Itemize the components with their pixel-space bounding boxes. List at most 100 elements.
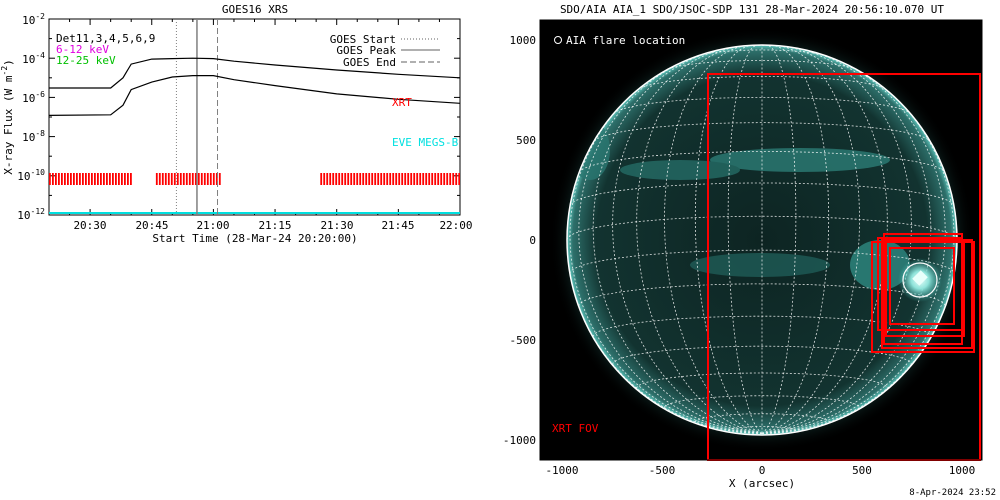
xrt-observation-tick	[347, 173, 350, 185]
xrt-observation-tick	[332, 173, 335, 185]
flare-kernel	[912, 270, 928, 286]
xrt-observation-tick	[386, 173, 389, 185]
aia-x-label: X (arcsec)	[729, 477, 795, 490]
xrt-observation-tick	[446, 173, 449, 185]
goes-y-tick: 10-6	[22, 90, 45, 105]
longitude-line	[761, 47, 912, 434]
xrt-observation-tick	[179, 173, 182, 185]
xrt-observation-tick	[161, 173, 164, 185]
aia-y-tick: -500	[510, 334, 537, 347]
latitude-line	[578, 151, 946, 173]
xrt-observation-tick	[124, 173, 126, 185]
aia-x-tick: -1000	[545, 464, 578, 477]
xrt-observation-tick	[115, 173, 117, 185]
xrt-observation-tick	[88, 173, 90, 185]
xrt-observation-tick	[422, 173, 425, 185]
xrt-observation-tick	[320, 173, 323, 185]
xrt-observation-tick	[218, 173, 221, 185]
xrt-observation-tick	[452, 173, 455, 185]
longitude-line	[761, 80, 955, 434]
goes-x-tick: 20:45	[135, 219, 168, 232]
xrt-observation-tick	[167, 173, 170, 185]
xrt-observation-tick	[155, 173, 158, 185]
xrt-observation-tick	[118, 173, 120, 185]
goes-long-channel-curve	[49, 57, 460, 89]
xrt-observation-tick	[188, 173, 191, 185]
latitude-line	[694, 413, 830, 422]
xrt-observation-tick	[85, 173, 87, 185]
goes-line-legend: GOES Start GOES Peak GOES End	[330, 33, 440, 69]
aia-x-tick: 0	[759, 464, 766, 477]
xrt-observation-tick	[91, 173, 93, 185]
xrt-observation-tick	[94, 173, 96, 185]
xrt-observation-tick	[437, 173, 440, 185]
xrt-observation-tick	[173, 173, 176, 185]
goes-x-axis: 20:30 20:45 21:00 21:15 21:30 21:45 22:0…	[73, 219, 472, 232]
xrt-observation-tick	[106, 173, 108, 185]
xrt-observation-tick	[359, 173, 362, 185]
xrt-observation-tick	[371, 173, 374, 185]
xrt-observation-tick	[200, 173, 203, 185]
xrt-observation-tick	[209, 173, 212, 185]
xrt-observation-tick	[103, 173, 105, 185]
xrt-observation-tick	[127, 173, 129, 185]
xrt-observation-tick	[392, 173, 395, 185]
legend-goes-end: GOES End	[343, 56, 396, 69]
legend-12-25-kev: 12-25 keV	[56, 54, 116, 67]
goes-plot-frame	[48, 18, 461, 216]
xrt-observation-tick	[404, 173, 407, 185]
xrt-observation-tick	[350, 173, 353, 185]
aia-x-tick: -500	[649, 464, 676, 477]
xrt-observation-tick	[374, 173, 377, 185]
xrt-observation-tick	[413, 173, 416, 185]
xrt-observation-tick	[79, 173, 81, 185]
xrt-observation-tick	[158, 173, 161, 185]
goes-x-label: Start Time (28-Mar-24 20:20:00)	[152, 232, 357, 245]
goes-y-tick: 10-12	[17, 207, 45, 222]
xrt-observation-tick	[323, 173, 326, 185]
xrt-fov-box	[889, 247, 955, 325]
goes-y-tick: 10-4	[22, 51, 45, 66]
xrt-observation-tick	[76, 173, 78, 185]
xrt-observation-tick	[191, 173, 194, 185]
xrt-observation-tick	[389, 173, 392, 185]
xrt-observation-tick	[428, 173, 431, 185]
xrt-observation-tick	[329, 173, 332, 185]
xrt-observation-tick	[326, 173, 329, 185]
aia-x-axis: -1000 -500 0 500 1000	[545, 464, 975, 477]
goes-instrument-legend: Det11,3,4,5,6,9 6-12 keV 12-25 keV	[56, 32, 155, 67]
xrt-observation-tick	[419, 173, 422, 185]
aia-y-tick: 1000	[510, 34, 537, 47]
footer-timestamp: 8-Apr-2024 23:52	[909, 488, 996, 498]
xrt-coverage	[49, 173, 460, 185]
xrt-observation-tick	[112, 173, 114, 185]
xrt-observation-tick	[455, 173, 458, 185]
eve-megs-b-label: EVE MEGS-B	[392, 136, 459, 149]
goes-x-tick: 22:00	[439, 219, 472, 232]
xrt-observation-tick	[82, 173, 84, 185]
xrt-observation-tick	[49, 173, 51, 185]
xrt-observation-tick	[176, 173, 179, 185]
aia-title: SDO/AIA AIA_1 SDO/JSOC-SDP 131 28-Mar-20…	[560, 3, 944, 16]
aia-y-tick: 0	[529, 234, 536, 247]
goes-tick-marks	[48, 18, 461, 216]
goes-x-tick: 21:45	[381, 219, 414, 232]
longitude-line	[592, 49, 763, 434]
xrt-observation-tick	[338, 173, 341, 185]
xrt-observation-tick	[97, 173, 99, 185]
xrt-fov-box	[883, 233, 963, 345]
latitude-line	[567, 215, 957, 241]
xrt-observation-tick	[410, 173, 413, 185]
goes-y-label: X-ray Flux (W m-2)	[0, 59, 15, 175]
longitude-line	[761, 49, 932, 434]
goes-title: GOES16 XRS	[222, 3, 288, 16]
goes-x-tick: 21:30	[320, 219, 353, 232]
xrt-observation-tick	[356, 173, 359, 185]
heliographic-grid	[567, 45, 957, 434]
xrt-observation-tick	[377, 173, 380, 185]
xrt-observation-tick	[170, 173, 173, 185]
legend-6-12-kev: 6-12 keV	[56, 43, 109, 56]
xrt-fov-box	[881, 239, 973, 349]
xrt-observation-tick	[365, 173, 368, 185]
